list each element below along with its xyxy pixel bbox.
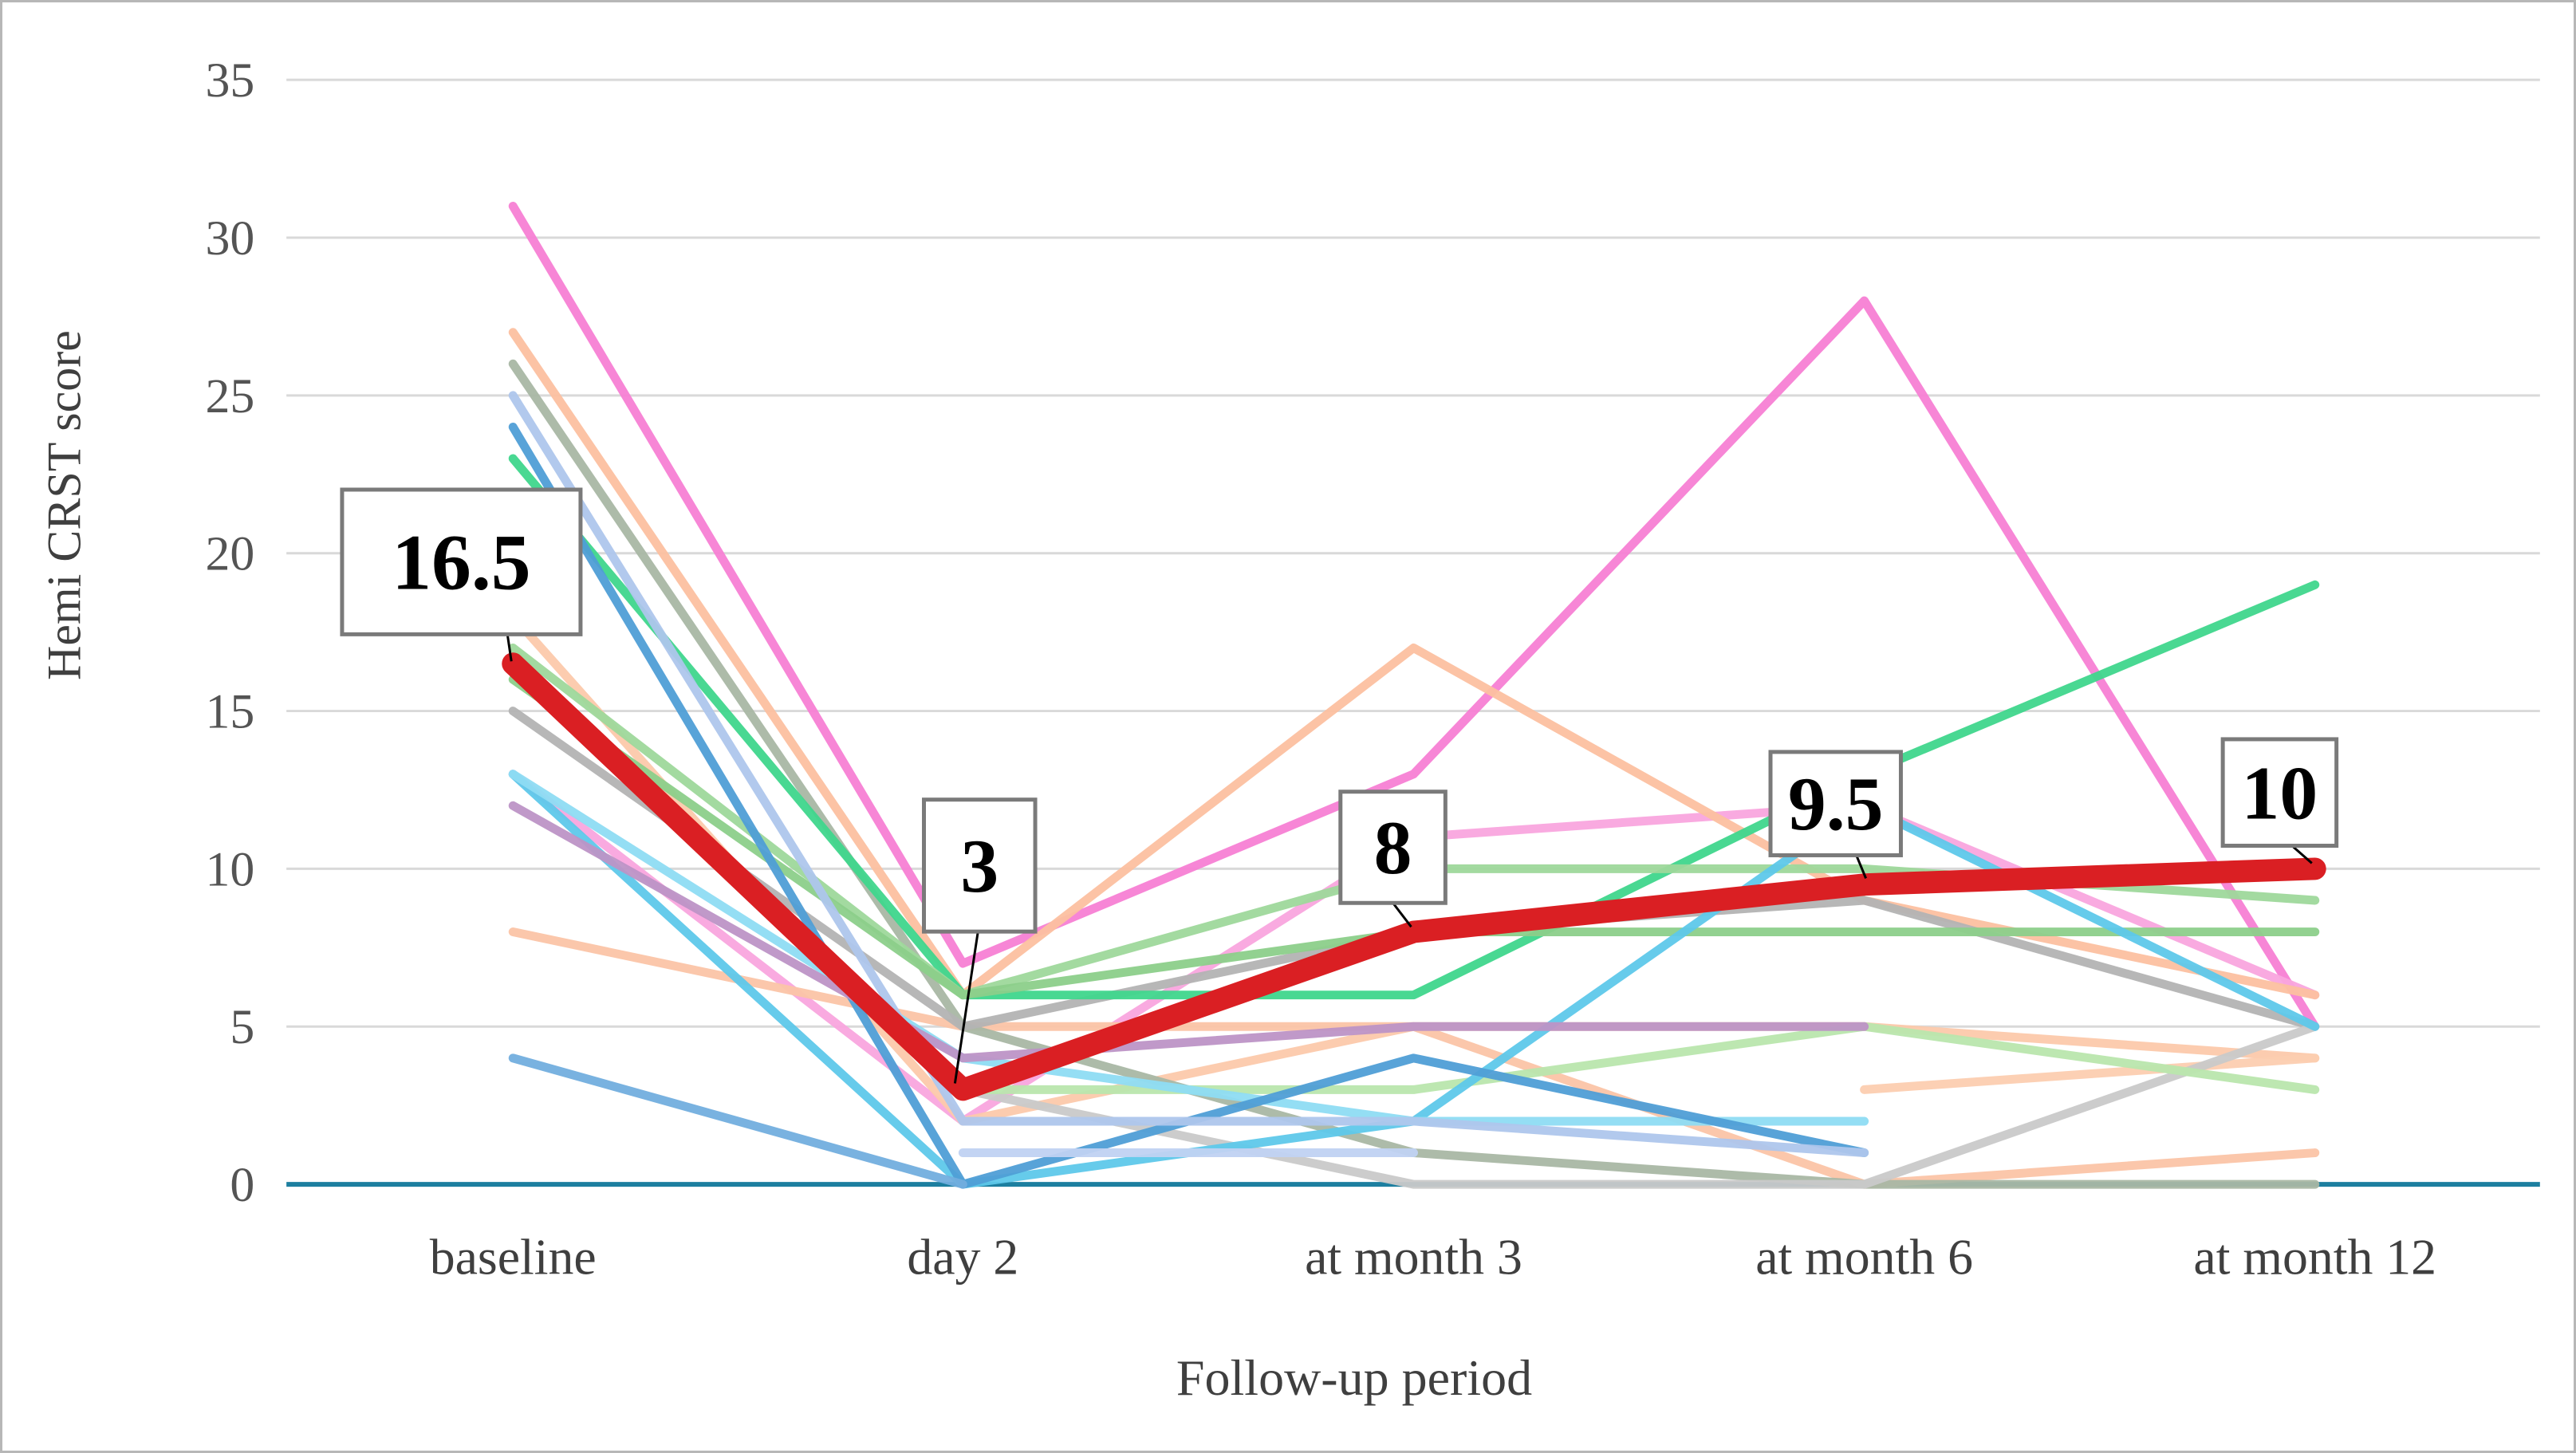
x-category-label-4: at month 6 [1755,1229,1973,1286]
annotation-leader-3 [1392,902,1412,928]
x-category-label-1: baseline [430,1229,597,1286]
annotation-box-1 [340,487,583,636]
annotation-leader-4 [1855,854,1867,879]
y-tick-label-10: 10 [205,842,254,896]
y-tick-label-5: 5 [230,1000,254,1054]
annotation-leader-1 [506,634,513,662]
y-axis-title: Hemi CRST score [37,330,91,680]
annotation-box-4 [1768,750,1903,857]
annotation-value-3: 8 [1374,805,1412,890]
series-line-patient-plum [508,801,1869,1063]
y-tick-label-30: 30 [205,211,254,266]
series-line-patient-pink-1 [508,201,2320,1031]
series-line-median [502,652,2326,1101]
x-category-label-2: day 2 [907,1229,1018,1286]
series-line-patient-peach-4 [1860,1053,2320,1094]
y-tick-label-20: 20 [205,527,254,581]
annotation-value-2: 3 [960,824,998,908]
y-tick-label-15: 15 [205,684,254,738]
annotation-leader-5 [2290,845,2313,864]
series-line-patient-paleblue-1 [508,391,1869,1158]
x-category-label-5: at month 12 [2193,1229,2436,1286]
y-tick-label-25: 25 [205,369,254,423]
series-line-patient-gray-2 [958,1022,2320,1189]
x-category-label-3: at month 3 [1305,1229,1522,1286]
y-tick-label-35: 35 [205,53,254,108]
series-line-patient-emerald [508,454,2320,1000]
annotation-box-3 [1338,790,1448,905]
annotation-box-5 [2220,737,2339,848]
annotation-value-1: 16.5 [392,518,530,607]
series-line-patient-cyan-2 [508,770,1869,1126]
y-tick-label-0: 0 [230,1158,254,1212]
series-line-patient-steelblue-2 [508,1053,967,1189]
x-axis-title: Follow-up period [1176,1349,1533,1406]
annotation-value-5: 10 [2242,750,2318,835]
annotation-value-4: 9.5 [1788,762,1884,846]
annotation-leader-2 [953,931,979,1084]
annotation-box-2 [922,797,1038,934]
